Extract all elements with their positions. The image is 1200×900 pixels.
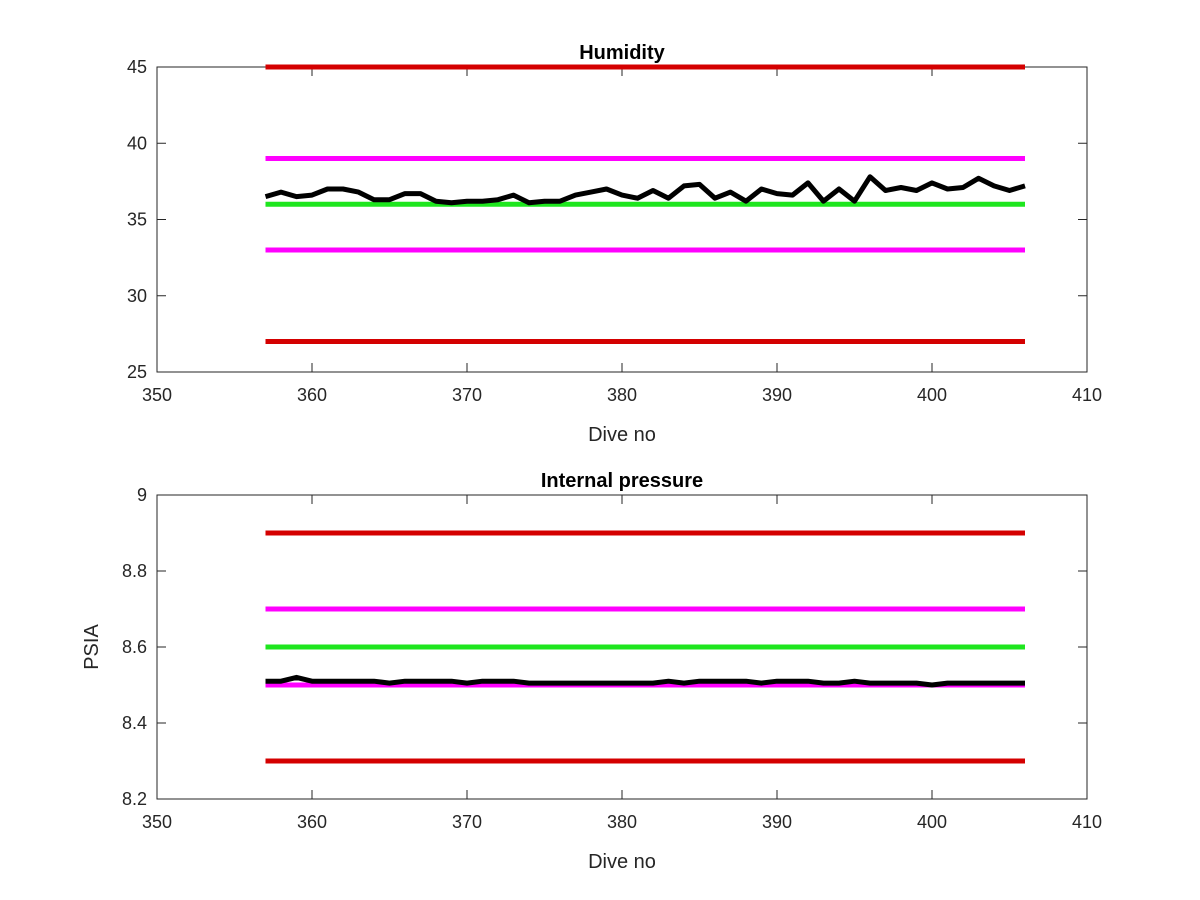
humidity-x-tick-label: 390 bbox=[762, 385, 792, 405]
internal-pressure-chart: 350 360 370 380 390 400 410 8.2 8.4 8.6 8.8 9 Intern… bbox=[81, 470, 1102, 873]
internal-pressure-x-tick-label: 410 bbox=[1072, 812, 1102, 832]
humidity-y-tick-label: 45 bbox=[127, 57, 147, 77]
internal-pressure-x-tick-label: 400 bbox=[917, 812, 947, 832]
internal-pressure-x-axis-label: Dive no bbox=[588, 851, 656, 873]
humidity-x-tick-label: 410 bbox=[1072, 385, 1102, 405]
humidity-y-tick-label: 30 bbox=[127, 286, 147, 306]
humidity-title: Humidity bbox=[579, 42, 665, 64]
internal-pressure-y-tick-label: 9 bbox=[137, 485, 147, 505]
internal-pressure-x-tick-label: 380 bbox=[607, 812, 637, 832]
internal-pressure-x-tick-label: 370 bbox=[452, 812, 482, 832]
internal-pressure-y-tick-label: 8.2 bbox=[122, 789, 147, 809]
humidity-x-axis-label: Dive no bbox=[588, 424, 656, 446]
humidity-y-tick-label: 40 bbox=[127, 133, 147, 153]
humidity-x-tick-label: 360 bbox=[297, 385, 327, 405]
internal-pressure-y-tick-label: 8.6 bbox=[122, 637, 147, 657]
internal-pressure-x-tick-label: 350 bbox=[142, 812, 172, 832]
humidity-x-tick-label: 400 bbox=[917, 385, 947, 405]
humidity-x-tick-label: 350 bbox=[142, 385, 172, 405]
internal-pressure-y-axis-label: PSIA bbox=[81, 624, 103, 670]
humidity-x-tick-label: 370 bbox=[452, 385, 482, 405]
internal-pressure-data-line bbox=[265, 674, 1025, 688]
internal-pressure-x-tick-label: 390 bbox=[762, 812, 792, 832]
humidity-y-tick-label: 35 bbox=[127, 210, 147, 230]
humidity-chart: 350 360 370 380 390 400 410 25 30 35 40 45 Humidity D… bbox=[127, 42, 1102, 446]
humidity-data-line bbox=[264, 174, 1026, 206]
internal-pressure-x-tick-label: 360 bbox=[297, 812, 327, 832]
humidity-y-tick-label: 25 bbox=[127, 362, 147, 382]
internal-pressure-title: Internal pressure bbox=[541, 470, 703, 492]
internal-pressure-y-tick-label: 8.8 bbox=[122, 561, 147, 581]
humidity-x-tick-label: 380 bbox=[607, 385, 637, 405]
internal-pressure-y-tick-label: 8.4 bbox=[122, 713, 147, 733]
humidity-axes-box bbox=[156, 66, 1088, 373]
